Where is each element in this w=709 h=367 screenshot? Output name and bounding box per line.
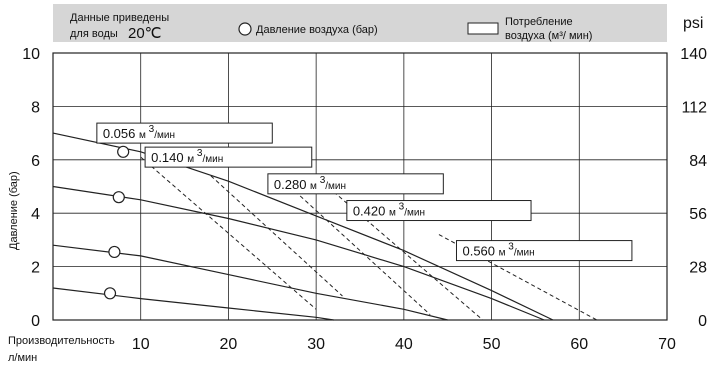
y-tick-label-left: 8 bbox=[31, 99, 40, 116]
pressure-marker bbox=[112, 191, 125, 204]
header-temperature: 20℃ bbox=[128, 25, 162, 42]
consumption-line bbox=[140, 156, 317, 310]
x-tick-label: 20 bbox=[220, 336, 238, 353]
y-tick-label-right: 0 bbox=[698, 313, 707, 330]
y-tick-label-left: 6 bbox=[31, 153, 40, 170]
pressure-marker bbox=[108, 245, 121, 259]
legend-consumption-line1: Потребление bbox=[505, 16, 573, 28]
legend-pressure-marker bbox=[238, 22, 252, 36]
pressure-curve bbox=[52, 185, 545, 321]
consumption-box bbox=[455, 240, 633, 262]
pressure-marker bbox=[117, 145, 130, 158]
header-note-line2: для воды bbox=[70, 28, 118, 40]
consumption-box bbox=[96, 122, 273, 144]
x-axis-label-line1: Производительность bbox=[8, 335, 115, 347]
y-tick-label-left: 10 bbox=[22, 46, 40, 63]
y-tick-label-left: 2 bbox=[31, 260, 40, 277]
consumption-line bbox=[210, 175, 343, 297]
y-tick-label-right: 56 bbox=[689, 206, 707, 223]
x-axis-label-line2: л/мин bbox=[8, 352, 37, 364]
pressure-curve bbox=[52, 244, 448, 321]
header-note-line1: Данные приведены bbox=[70, 12, 169, 24]
consumption-line bbox=[289, 186, 431, 316]
legend-pressure-label: Давление воздуха (бар) bbox=[256, 24, 378, 36]
pressure-marker bbox=[103, 287, 117, 300]
consumption-box bbox=[346, 200, 532, 222]
axis-ticks: 10 20 30 40 50 60 70 0 0 2 28 4 56 6 84 8 112 10 140 bbox=[22, 46, 707, 353]
y-tick-label-left: 0 bbox=[31, 313, 40, 330]
pressure-curves bbox=[52, 132, 554, 321]
x-tick-label: 70 bbox=[658, 336, 676, 353]
legend-consumption-line2: воздуха (м³/ мин) bbox=[505, 30, 592, 42]
consumption-box bbox=[144, 146, 313, 168]
y-tick-label-right: 112 bbox=[681, 99, 707, 116]
consumption-line bbox=[333, 191, 484, 321]
consumption-box bbox=[267, 173, 444, 195]
x-tick-label: 50 bbox=[483, 336, 501, 353]
pressure-curve bbox=[52, 287, 334, 321]
legend-consumption-marker bbox=[467, 22, 499, 35]
y-axis-label: Давление (бар) bbox=[8, 171, 20, 250]
x-tick-label: 40 bbox=[395, 336, 413, 353]
y-tick-label-right: 84 bbox=[689, 153, 707, 170]
y-tick-label-right: 140 bbox=[680, 46, 707, 63]
y-tick-label-right: 28 bbox=[689, 260, 707, 277]
x-tick-label: 10 bbox=[132, 336, 150, 353]
right-axis-unit: psi bbox=[683, 15, 703, 32]
x-tick-label: 30 bbox=[307, 336, 325, 353]
x-tick-label: 60 bbox=[570, 336, 588, 353]
pressure-curve bbox=[52, 132, 554, 321]
header-band bbox=[53, 4, 667, 42]
y-tick-label-left: 4 bbox=[31, 206, 40, 223]
